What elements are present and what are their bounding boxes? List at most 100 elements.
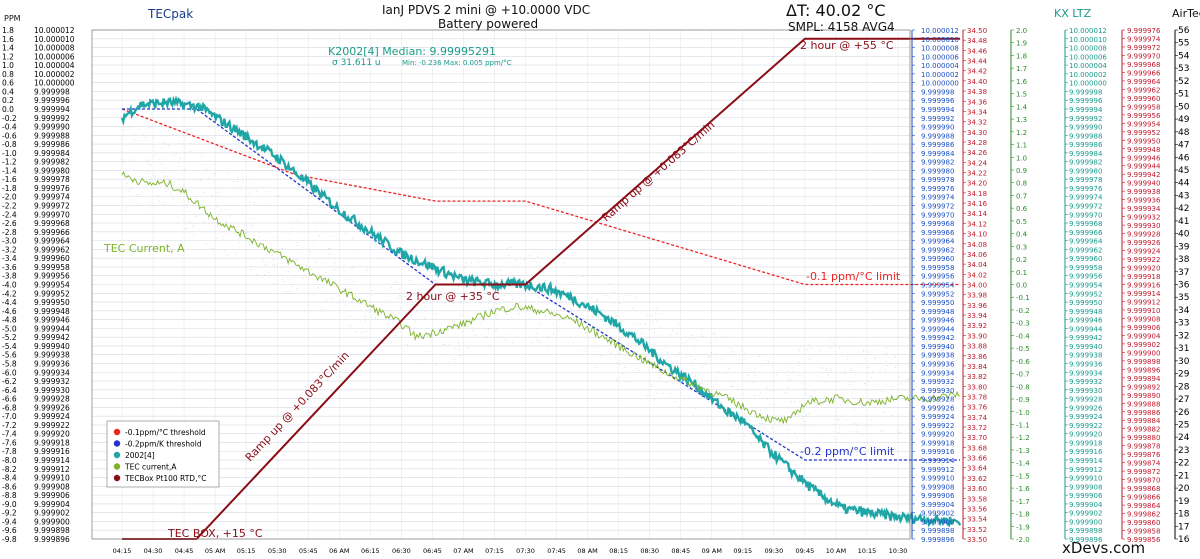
k2002-tick-label: 10.000006: [921, 53, 959, 61]
kx-ltz-tick-label: 9.999906: [1069, 492, 1103, 500]
volts-tick-label: 9.999972: [34, 202, 70, 211]
noise-dot: [544, 280, 546, 282]
airtec-volts-tick-label: 9.999970: [1127, 52, 1160, 60]
noise-dot: [836, 414, 838, 416]
noise-dot: [506, 305, 508, 307]
noise-dot: [505, 339, 507, 341]
noise-dot: [845, 434, 847, 436]
noise-dot: [416, 311, 418, 313]
x-tick-label: 08:45: [671, 547, 690, 555]
noise-dot: [622, 373, 624, 375]
x-tick-label: 06:15: [361, 547, 380, 555]
k2002-tick-label: 9.999914: [921, 457, 955, 465]
noise-dot: [489, 345, 491, 347]
noise-dot: [656, 320, 658, 322]
noise-dot: [454, 268, 456, 270]
noise-dot: [327, 253, 329, 255]
noise-dot: [646, 395, 648, 397]
airtec-volts-tick-label: 9.999916: [1127, 282, 1161, 290]
temp-tick-label: 33.58: [967, 495, 987, 503]
airtec-temp-tick-label: 18: [1178, 510, 1190, 520]
airtec-volts-tick-label: 9.999950: [1127, 137, 1160, 145]
noise-dot: [140, 140, 142, 142]
k2002-tick-label: 9.999954: [921, 282, 955, 290]
noise-dot: [863, 349, 865, 351]
annotation-hold-35: 2 hour @ +35 °C: [406, 290, 500, 303]
noise-dot: [535, 332, 537, 334]
noise-dot: [895, 364, 897, 366]
noise-dot: [248, 193, 250, 195]
noise-dot: [126, 117, 128, 119]
noise-dot: [694, 346, 696, 348]
noise-dot: [213, 173, 215, 175]
noise-dot: [872, 370, 874, 372]
noise-dot: [198, 178, 200, 180]
noise-dot: [860, 366, 862, 368]
noise-dot: [251, 226, 253, 228]
noise-dot: [397, 284, 399, 286]
noise-dot: [721, 358, 723, 360]
noise-dot: [724, 417, 726, 419]
noise-dot: [536, 261, 538, 263]
noise-dot: [953, 337, 955, 339]
noise-dot: [693, 337, 695, 339]
noise-dot: [691, 362, 693, 364]
noise-dot: [201, 156, 203, 158]
kx-ltz-tick-label: 9.999990: [1069, 124, 1102, 132]
x-tick-label: 05:45: [299, 547, 318, 555]
noise-dot: [800, 423, 802, 425]
noise-dot: [532, 306, 534, 308]
noise-dot: [290, 231, 292, 233]
noise-dot: [819, 415, 821, 417]
noise-dot: [511, 341, 513, 343]
noise-dot: [861, 353, 863, 355]
noise-dot: [614, 303, 616, 305]
noise-dot: [788, 363, 790, 365]
noise-dot: [487, 265, 489, 267]
noise-dot: [167, 145, 169, 147]
kx-ltz-tick-label: 9.999896: [1069, 536, 1103, 544]
tec-current-tick-label: -0.3: [1016, 320, 1030, 328]
noise-dot: [850, 369, 852, 371]
noise-dot: [239, 185, 241, 187]
noise-dot: [121, 138, 123, 140]
k2002-tick-label: 9.999932: [921, 378, 954, 386]
noise-dot: [852, 381, 854, 383]
airtec-volts-tick-label: 9.999856: [1127, 536, 1161, 544]
noise-dot: [123, 160, 125, 162]
noise-dot: [321, 262, 323, 264]
noise-dot: [536, 341, 538, 343]
noise-dot: [838, 418, 840, 420]
temp-tick-label: 34.22: [967, 170, 987, 178]
tick-labels: -9.8-9.6-9.4-9.2-9.0-8.8-8.6-8.4-8.2-8.0…: [2, 26, 1190, 555]
tec-current-tick-label: 0.6: [1016, 205, 1028, 213]
noise-dot: [695, 340, 697, 342]
tec-current-tick-label: -1.8: [1016, 511, 1030, 519]
ppm-tick-label: -5.8: [2, 359, 17, 368]
airtec-volts-tick-label: 9.999894: [1127, 375, 1161, 383]
volts-tick-label: 10.000010: [34, 35, 75, 44]
noise-dot: [190, 142, 192, 144]
noise-dot: [702, 335, 704, 337]
k2002-tick-label: 9.999940: [921, 343, 954, 351]
volts-tick-label: 10.000006: [34, 52, 75, 61]
tec-current-tick-label: 1.7: [1016, 65, 1027, 73]
noise-dot: [717, 371, 719, 373]
noise-dot: [199, 229, 201, 231]
noise-dot: [139, 128, 141, 130]
noise-dot: [754, 374, 756, 376]
noise-dot: [939, 401, 941, 403]
noise-dot: [803, 420, 805, 422]
ppm-tick-label: -5.2: [2, 333, 17, 342]
airtec-volts-tick-label: 9.999866: [1127, 494, 1161, 502]
noise-dot: [328, 248, 330, 250]
noise-dot: [203, 221, 205, 223]
noise-dot: [672, 329, 674, 331]
noise-dot: [880, 430, 882, 432]
noise-dot: [597, 298, 599, 300]
noise-dot: [759, 355, 761, 357]
kx-ltz-tick-label: 9.999936: [1069, 360, 1103, 368]
temp-tick-label: 33.70: [967, 434, 987, 442]
noise-dot: [397, 339, 399, 341]
noise-dot: [915, 354, 917, 356]
